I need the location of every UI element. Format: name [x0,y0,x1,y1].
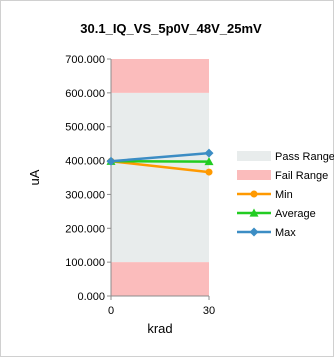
y-tick-label: 700.000 [65,54,105,66]
legend-marker-max [250,228,259,237]
legend-marker-min [251,191,258,198]
y-tick-label: 600.000 [65,88,105,100]
legend-label-min: Min [275,189,293,201]
y-tick-label: 0.000 [77,291,105,303]
y-tick-label: 300.000 [65,189,105,201]
x-axis-label: krad [147,321,172,336]
y-tick-labels: 0.000 100.000 200.000 300.000 400.000 500.000… [65,54,111,303]
chart-title: 30.1_IQ_VS_5p0V_48V_25mV [80,21,262,36]
band-fail-range-2 [111,59,209,93]
x-tick-label: 30 [203,305,215,317]
legend-label-pass-range: Pass Range [275,151,334,163]
y-tick-label: 200.000 [65,223,105,235]
x-tick-labels: 0 30 [108,296,215,317]
legend-label-average: Average [275,208,316,220]
band-pass-range-0 [111,93,209,262]
legend-label-max: Max [275,227,296,239]
y-tick-label: 500.000 [65,122,105,134]
y-axis-label: uA [27,169,42,185]
legend: Pass Range Fail Range Min Average Max [237,151,334,239]
y-tick-label: 400.000 [65,156,105,168]
legend-swatch-fail-range [237,170,271,180]
band-fail-range-1 [111,262,209,296]
legend-label-fail-range: Fail Range [275,170,328,182]
data-point-min [206,169,213,176]
legend-swatch-pass-range [237,151,271,161]
x-tick-label: 0 [108,305,114,317]
y-tick-label: 100.000 [65,257,105,269]
range-bands [111,59,209,296]
